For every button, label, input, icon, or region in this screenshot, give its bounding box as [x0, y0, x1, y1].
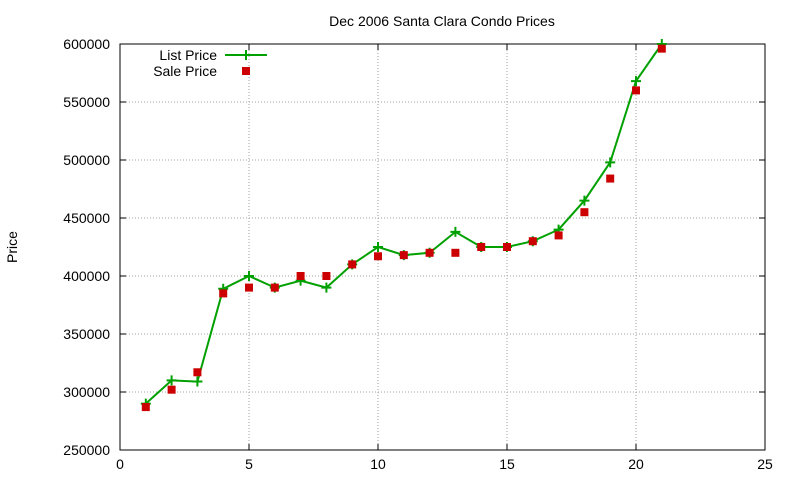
legend-label-list-price: List Price — [159, 47, 217, 63]
list-price-point — [631, 76, 641, 87]
y-tick-label: 350000 — [63, 326, 110, 342]
y-tick-label: 400000 — [63, 268, 110, 284]
list-price-point — [166, 375, 177, 386]
list-price-point — [321, 282, 332, 293]
sale-price-point — [219, 289, 228, 298]
sale-price-point — [399, 251, 408, 260]
grid-layer — [120, 44, 765, 450]
legend-marker-sale-price — [242, 67, 250, 75]
sale-price-point — [580, 208, 589, 217]
list-price-point — [450, 226, 461, 237]
y-tick-label: 300000 — [63, 384, 110, 400]
legend-marker-list-price — [241, 50, 251, 60]
sale-price-point — [477, 243, 486, 251]
sale-price-point — [193, 368, 202, 377]
series-layer — [140, 39, 667, 412]
sale-price-point — [348, 260, 357, 269]
list-price-point — [192, 376, 203, 387]
sale-price-point — [657, 44, 666, 53]
sale-price-point — [425, 248, 434, 257]
sale-price-point — [141, 403, 150, 412]
y-tick-label: 250000 — [63, 442, 110, 458]
x-tick-label: 25 — [757, 456, 773, 472]
x-tick-label: 10 — [370, 456, 386, 472]
y-tick-label: 550000 — [63, 94, 110, 110]
sale-price-point — [606, 174, 615, 183]
sale-price-point — [296, 272, 305, 280]
series-line-list-price — [145, 43, 663, 405]
list-price-point — [605, 157, 616, 168]
x-tick-label: 5 — [245, 456, 253, 472]
sale-price-point — [167, 385, 176, 394]
y-tick-label: 500000 — [63, 152, 110, 168]
sale-price-point — [322, 272, 331, 280]
sale-price-point — [503, 243, 511, 251]
y-tick-label: 600000 — [63, 36, 110, 52]
list-price-point — [579, 195, 590, 206]
sale-price-point — [554, 231, 563, 240]
legend: List Price Sale Price — [153, 47, 267, 79]
y-axis-label: Price — [4, 231, 20, 263]
sale-price-point — [245, 283, 253, 292]
x-tick-label: 15 — [499, 456, 515, 472]
list-price-point — [373, 242, 383, 252]
sale-price-point — [451, 248, 460, 257]
legend-label-sale-price: Sale Price — [153, 63, 217, 79]
ticks-layer: 0 5 10 15 20 25 250000 300000 350000 400000 450000… — [63, 36, 773, 472]
sale-price-point — [632, 86, 640, 95]
plot-frame — [119, 43, 766, 451]
y-tick-label: 450000 — [63, 210, 110, 226]
sale-price-point — [528, 237, 537, 246]
x-tick-label: 20 — [628, 456, 644, 472]
list-price-point — [244, 271, 254, 281]
sale-price-point — [374, 252, 382, 261]
x-tick-label: 0 — [116, 456, 124, 472]
chart-title: Dec 2006 Santa Clara Condo Prices — [329, 13, 555, 29]
sale-price-point — [270, 283, 279, 292]
